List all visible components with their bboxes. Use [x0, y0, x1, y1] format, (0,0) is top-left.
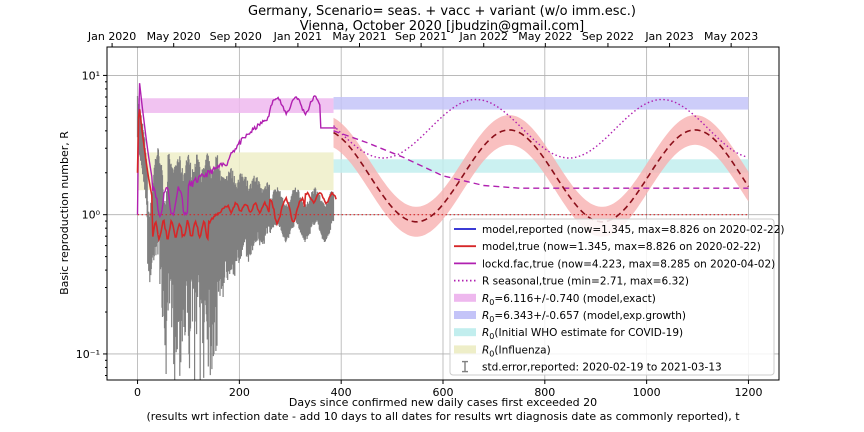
legend-entry-label: R seasonal,true (min=2.71, max=6.32)	[482, 276, 689, 288]
x-tick-label: 1000	[633, 386, 661, 399]
lockdown-factor-line	[136, 83, 337, 219]
top-tick-label: Sep 2021	[395, 30, 447, 43]
top-tick-label: May 2020	[147, 30, 201, 43]
legend-entry-label: R0(Initial WHO estimate for COVID-19)	[482, 327, 683, 341]
legend-patch-swatch	[454, 345, 476, 354]
top-tick-label: Jan 2020	[87, 30, 136, 43]
legend-entry-label: lockd.fac,true (now=4.223, max=8.285 on …	[482, 258, 775, 270]
x-axis-label-line1: Days since confirmed new daily cases fir…	[289, 396, 597, 409]
model-uncertainty-band	[333, 115, 749, 237]
series-lines	[136, 83, 750, 243]
lockdown-projection-line	[333, 130, 749, 189]
y-tick-label: 10⁻¹	[76, 348, 100, 361]
x-axis-label-line2: (results wrt infection date - add 10 day…	[146, 410, 740, 423]
chart-subtitle: Vienna, October 2020 [jbudzin@gmail.com]	[300, 19, 584, 34]
top-tick-label: Jan 2022	[459, 30, 508, 43]
x-tick-label: 600	[433, 386, 454, 399]
legend-patch-swatch	[454, 311, 476, 319]
legend-patch-swatch	[454, 293, 476, 302]
std-error-bar	[136, 96, 335, 380]
legend-entry-label: R0=6.343+/-0.657 (model,exp.growth)	[482, 310, 686, 324]
x-axis-ticks: 0 200 400 600 800 1000 1200	[134, 380, 762, 399]
legend-box	[449, 218, 775, 376]
chart-title: Germany, Scenario= seas. + vacc + varian…	[248, 4, 636, 19]
top-tick-label: May 2021	[332, 30, 386, 43]
x-tick-label: 800	[534, 386, 555, 399]
seasonal-dotted-line	[333, 98, 748, 159]
legend-patch-swatch	[454, 328, 476, 337]
model-projection-line	[333, 129, 750, 223]
top-tick-label: May 2022	[518, 30, 572, 43]
legend-entry-label: model,true (now=1.345, max=8.826 on 2020…	[482, 241, 761, 253]
x-tick-label: 200	[229, 386, 250, 399]
std-error-bars	[136, 96, 335, 380]
y-axis-ticks: 10⁻¹ 10⁰ 10¹	[76, 69, 107, 377]
legend-entry-label: R0=6.116+/-0.740 (model,exact)	[482, 293, 656, 307]
top-tick-label: Jan 2023	[644, 30, 693, 43]
top-tick-label: Sep 2022	[582, 30, 634, 43]
model-true-line	[136, 109, 337, 243]
top-tick-label: Jan 2021	[273, 30, 322, 43]
y-axis-label: Basic reproduction number, R	[58, 131, 71, 295]
top-axis-ticks: Jan 2020 May 2020 Sep 2020 Jan 2021 May 2021…	[87, 30, 758, 47]
legend: model,reported (now=1.345, max=8.826 on …	[449, 218, 784, 376]
legend-entry-label: model,reported (now=1.345, max=8.826 on …	[482, 224, 784, 236]
y-tick-label: 10⁰	[82, 209, 101, 222]
legend-entry-label: R0(Influenza)	[482, 344, 551, 358]
r0-band	[333, 96, 749, 110]
x-tick-label: 400	[331, 386, 352, 399]
x-tick-label: 1200	[734, 386, 762, 399]
y-tick-label: 10¹	[82, 69, 100, 82]
legend-entry-label: std.error,reported: 2020-02-19 to 2021-0…	[482, 362, 722, 374]
top-tick-label: Sep 2020	[210, 30, 262, 43]
x-tick-label: 0	[134, 386, 141, 399]
top-tick-label: May 2023	[704, 30, 758, 43]
